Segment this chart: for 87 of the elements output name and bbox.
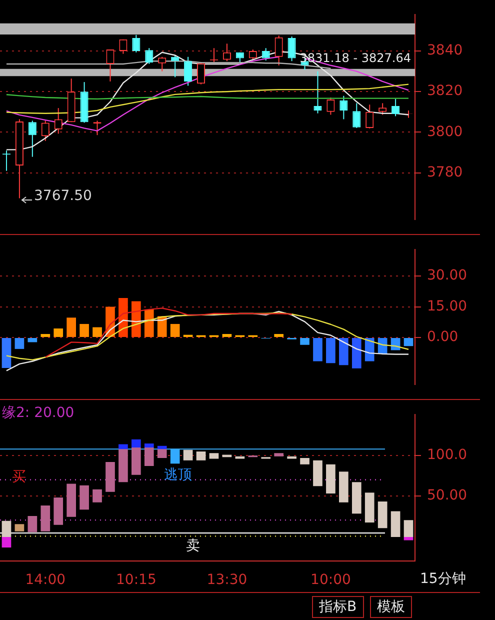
bar [300,338,310,345]
bar [339,338,348,366]
annotation: 买 [12,468,26,486]
bar [40,334,50,337]
bar [92,489,102,502]
bar [222,454,232,458]
bar [300,458,310,464]
y-tick-label: 15.00 [427,298,468,314]
bar [2,537,12,548]
annotation: 3767.50 [34,188,92,204]
candlestick [184,56,192,86]
bar [183,450,193,460]
bar [326,338,336,364]
bar [404,338,414,346]
candlestick [196,62,206,85]
bar [404,520,414,537]
candlestick [274,35,283,66]
y-tick-label: 50.00 [427,488,468,504]
bar [313,460,322,486]
annotation: 卖 [186,537,200,555]
text: 指标B [312,596,364,618]
x-tick-label: 13:30 [206,572,248,588]
bar [66,318,76,337]
candlestick [262,48,270,62]
bar [40,506,50,532]
bar [313,338,322,362]
bar [28,338,38,342]
y-tick-label: 3840 [427,42,463,59]
bar [170,324,180,337]
annotation: 逃顶 [164,466,192,484]
bar [390,511,400,537]
candlestick [352,102,361,128]
text: 15分钟 [420,570,466,588]
bar [2,338,12,368]
candlestick [366,104,374,129]
y-tick-label: 0.00 [427,329,458,346]
bar [132,439,141,448]
bar [170,449,180,464]
bar [118,449,128,482]
candlestick [158,56,166,72]
bar [274,334,284,337]
candlestick [28,120,36,158]
y-tick-label: 3800 [427,124,463,140]
bar [132,447,141,475]
bar [378,502,388,528]
y-tick-label: 100.0 [427,447,468,464]
candlestick [41,120,50,142]
x-tick-label: 10:00 [310,572,351,588]
x-tick-label: 10:15 [116,572,156,588]
bar [28,516,38,532]
bar [106,462,115,492]
candlestick [106,49,114,82]
bar [157,449,167,458]
bar [118,444,128,450]
bar [54,497,64,525]
bar [14,338,24,349]
bar [2,520,12,537]
bar [80,485,89,510]
bar [274,453,284,456]
bar [222,334,232,337]
bar [196,452,206,460]
bar [209,453,219,459]
candlestick [378,102,387,116]
y-tick-label: 3820 [427,83,463,100]
candlestick [288,36,296,62]
bar [352,338,362,368]
y-tick-label: 30.00 [427,268,468,284]
bar [14,524,24,532]
bar [326,464,336,494]
bar [144,447,154,466]
x-tick-label: 14:00 [25,572,66,588]
bar [66,484,76,517]
bar [235,456,245,459]
bar [352,482,362,514]
bar [287,456,296,459]
bar [92,327,102,337]
annotation: 缘2: 20.00 [2,404,74,422]
candlestick [314,70,322,114]
bar [364,492,374,522]
bar [157,446,167,450]
candlestick [340,95,348,120]
bar [144,443,154,448]
bar [80,324,89,337]
text: 模板 [370,596,412,618]
bar [339,472,348,502]
bar [54,328,64,337]
y-tick-label: 3780 [427,164,463,181]
